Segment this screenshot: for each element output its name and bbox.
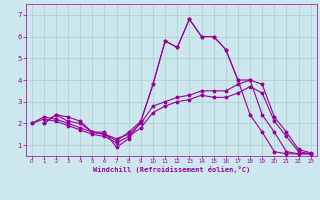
- X-axis label: Windchill (Refroidissement éolien,°C): Windchill (Refroidissement éolien,°C): [92, 166, 250, 173]
